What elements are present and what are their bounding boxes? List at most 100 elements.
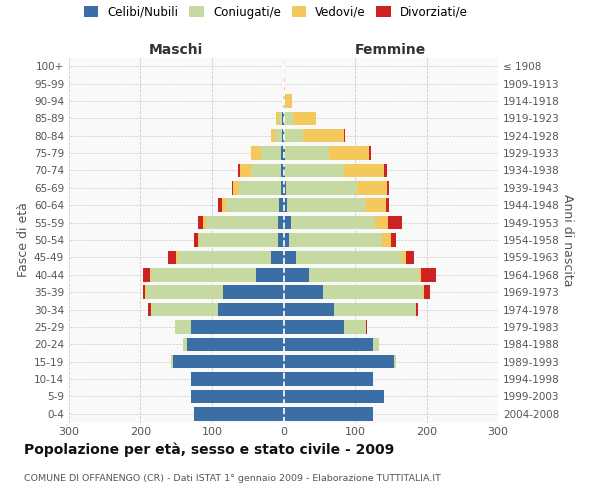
Bar [383,164,387,177]
Bar [239,181,281,194]
Bar [191,390,284,403]
Bar [226,198,279,212]
Bar [173,355,284,368]
Bar [240,164,251,177]
Text: Maschi: Maschi [149,42,203,56]
Bar [284,268,308,281]
Bar [218,302,284,316]
Bar [284,216,290,230]
Bar [370,146,371,160]
Bar [278,216,284,230]
Bar [284,407,373,420]
Bar [233,181,239,194]
Bar [151,302,218,316]
Bar [286,181,357,194]
Text: Popolazione per età, sesso e stato civile - 2009: Popolazione per età, sesso e stato civil… [24,442,394,457]
Bar [256,268,284,281]
Bar [191,372,284,386]
Bar [388,216,402,230]
Y-axis label: Anni di nascita: Anni di nascita [560,194,574,286]
Bar [282,129,284,142]
Bar [251,146,262,160]
Bar [281,181,284,194]
Bar [278,233,284,247]
Bar [175,320,191,334]
Bar [402,250,406,264]
Bar [375,216,388,230]
Bar [289,233,382,247]
Bar [151,268,256,281]
Bar [262,146,281,160]
Bar [232,181,233,194]
Bar [238,164,240,177]
Bar [296,250,402,264]
Bar [194,233,198,247]
Bar [284,94,285,108]
Bar [421,268,436,281]
Bar [284,390,383,403]
Bar [290,216,375,230]
Bar [284,181,286,194]
Bar [178,250,271,264]
Bar [251,164,281,177]
Legend: Celibi/Nubili, Coniugati/e, Vedovi/e, Divorziati/e: Celibi/Nubili, Coniugati/e, Vedovi/e, Di… [79,1,473,24]
Bar [199,233,278,247]
Bar [277,112,279,125]
Y-axis label: Fasce di età: Fasce di età [17,202,30,278]
Bar [284,250,296,264]
Bar [284,129,303,142]
Bar [284,286,323,299]
Bar [222,198,226,212]
Bar [284,233,289,247]
Text: Femmine: Femmine [355,42,427,56]
Bar [387,181,389,194]
Bar [283,94,284,108]
Bar [271,250,284,264]
Bar [191,320,284,334]
Bar [334,302,416,316]
Bar [329,146,370,160]
Bar [143,268,150,281]
Bar [279,198,284,212]
Bar [394,355,396,368]
Bar [271,129,275,142]
Bar [366,320,367,334]
Bar [218,198,222,212]
Bar [344,164,383,177]
Bar [284,320,344,334]
Bar [184,338,187,351]
Bar [284,302,334,316]
Bar [279,112,282,125]
Bar [146,286,223,299]
Bar [419,268,421,281]
Bar [284,77,285,90]
Bar [284,355,394,368]
Bar [194,407,284,420]
Bar [284,198,287,212]
Bar [357,181,387,194]
Bar [281,164,284,177]
Bar [167,250,176,264]
Bar [275,129,282,142]
Bar [424,286,430,299]
Bar [187,338,284,351]
Bar [284,164,285,177]
Bar [287,198,366,212]
Bar [293,112,316,125]
Bar [281,146,284,160]
Bar [344,320,366,334]
Bar [284,146,285,160]
Bar [423,286,424,299]
Bar [285,94,292,108]
Bar [284,112,293,125]
Bar [386,198,389,212]
Bar [198,233,199,247]
Bar [145,286,146,299]
Bar [282,112,284,125]
Text: COMUNE DI OFFANENGO (CR) - Dati ISTAT 1° gennaio 2009 - Elaborazione TUTTITALIA.: COMUNE DI OFFANENGO (CR) - Dati ISTAT 1°… [24,474,441,483]
Bar [148,302,151,316]
Bar [284,372,373,386]
Bar [285,164,344,177]
Bar [391,233,397,247]
Bar [150,268,151,281]
